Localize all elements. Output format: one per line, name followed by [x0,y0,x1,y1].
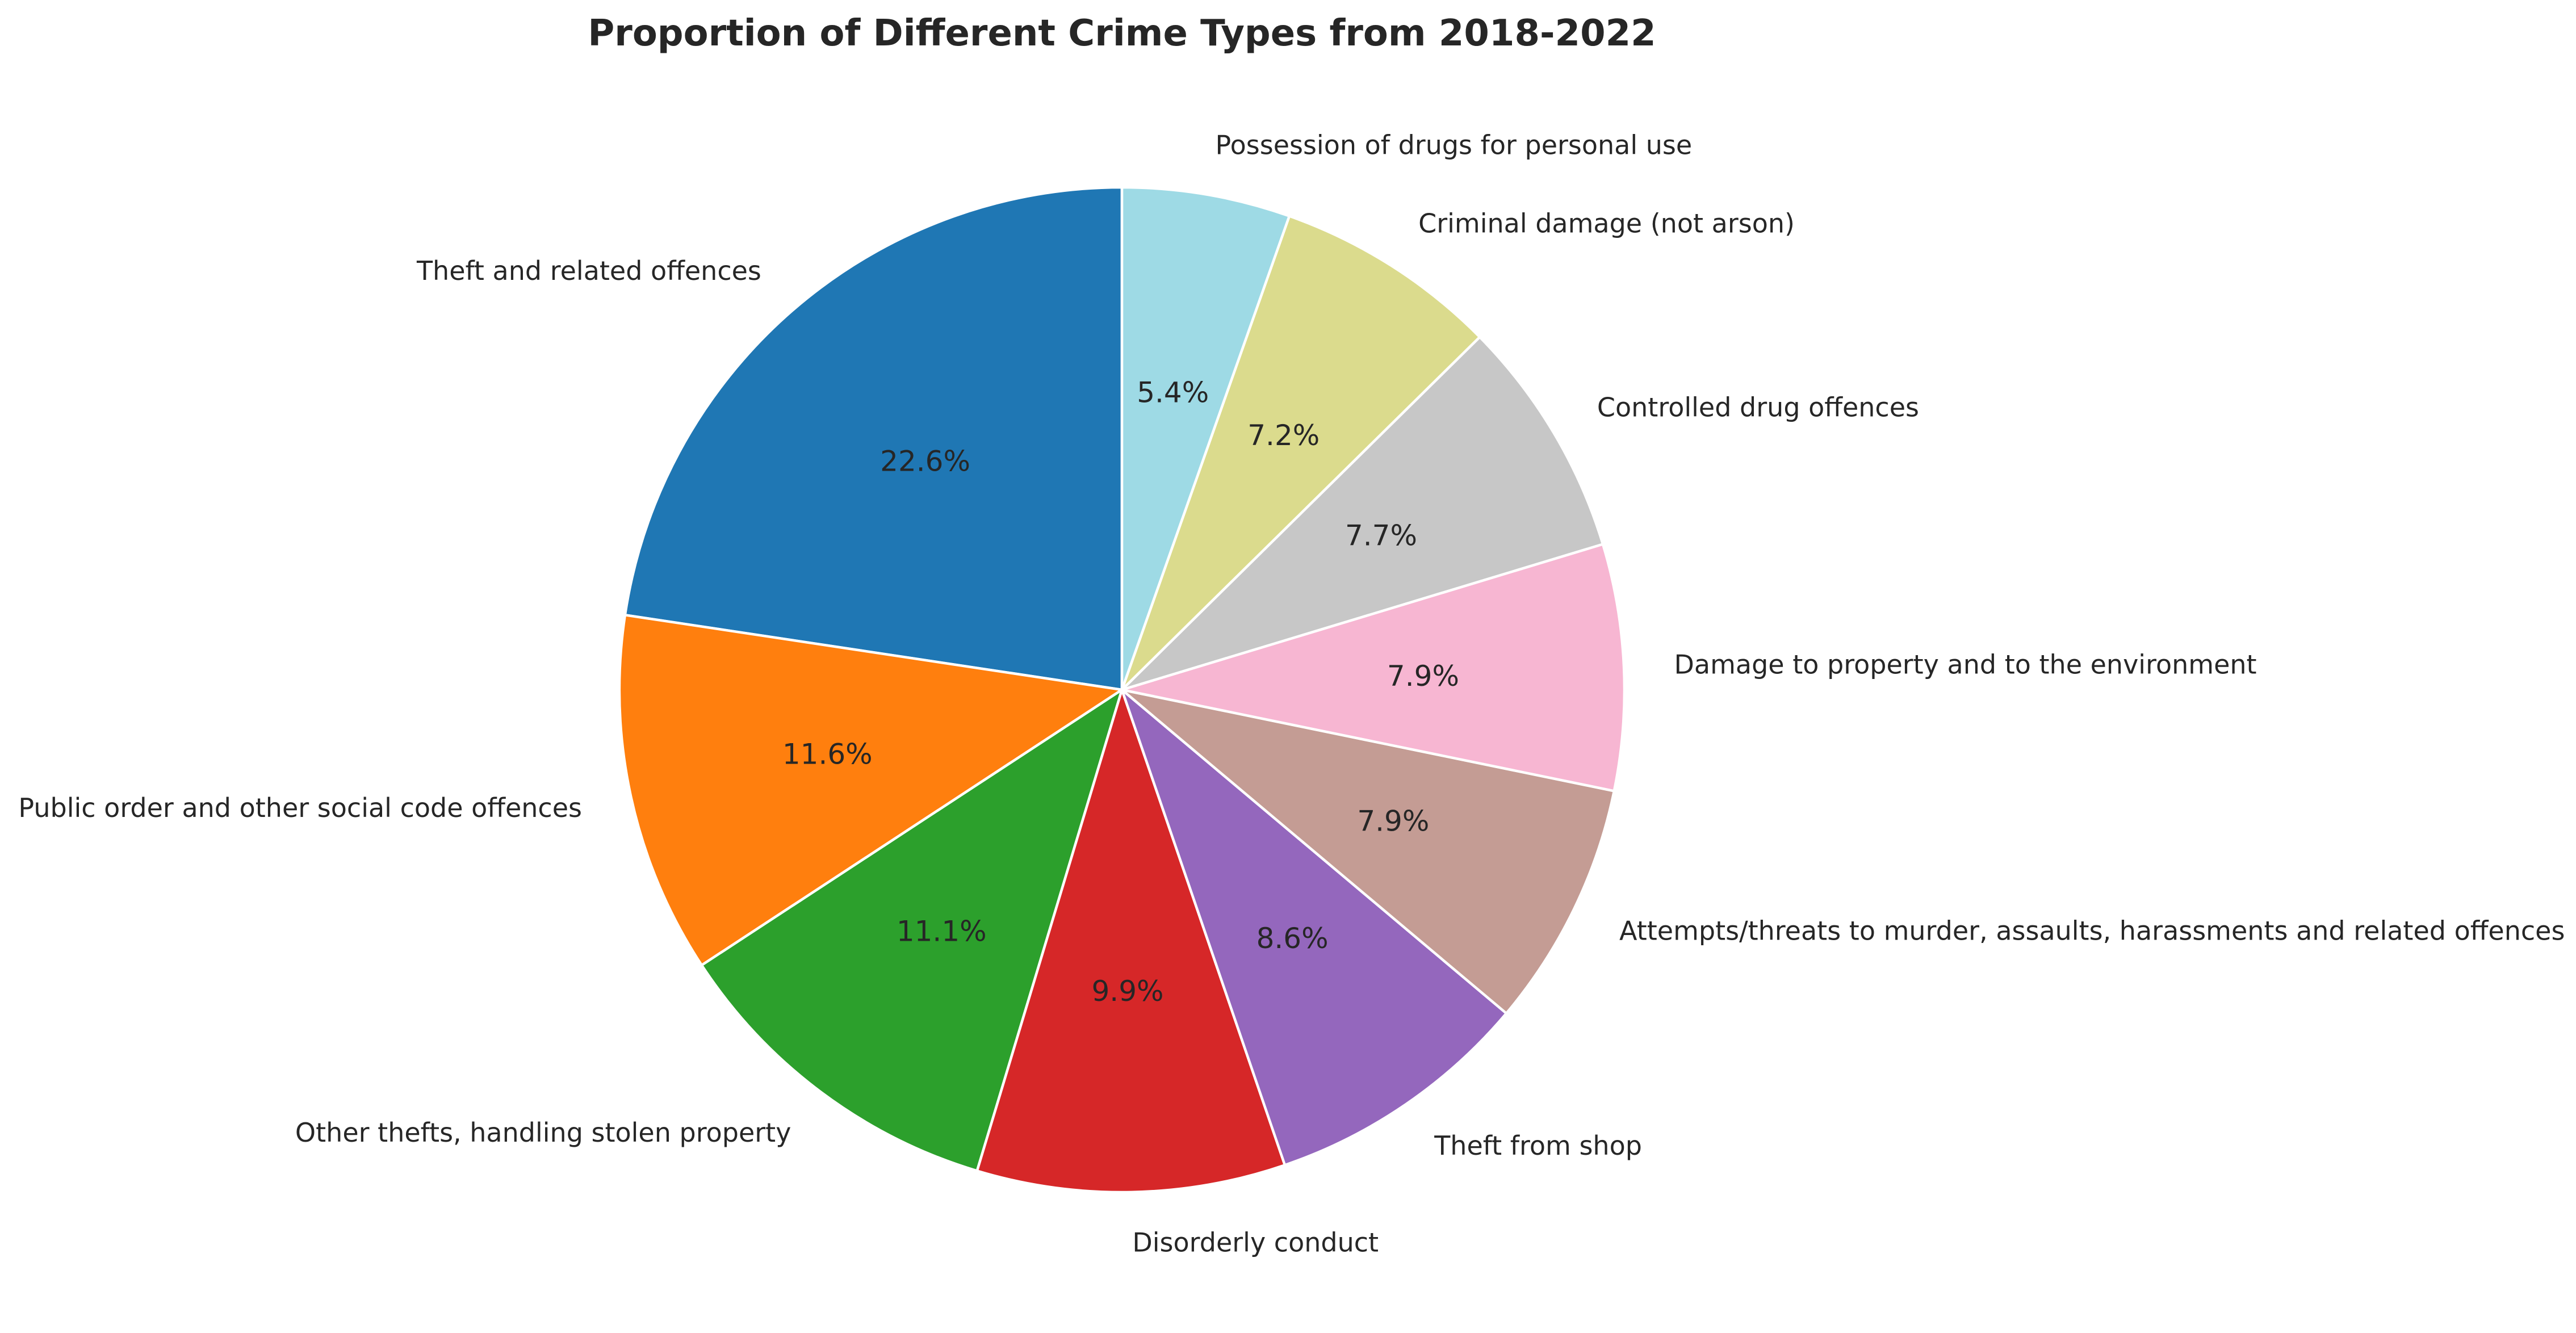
pct-label-theft-from-shop: 8.6% [1256,922,1329,955]
pie-slice-other-thefts-handling-stolen-property [700,688,1124,1172]
pie-slice-theft-and-related-offences [623,186,1124,691]
pie-slice-controlled-drug-offences [1120,336,1605,691]
pie-slice-attempts-threats-to-murder-assaults-harassments-and-related-offences [1120,688,1616,1015]
chart-title: Proportion of Different Crime Types from… [588,12,1656,55]
slice-label-attempts-threats-to-murder-assaults-harassments-and-related-offences: Attempts/threats to murder, assaults, ha… [1619,916,2565,946]
slice-label-controlled-drug-offences: Controlled drug offences [1597,392,1919,423]
slice-label-disorderly-conduct: Disorderly conduct [1132,1227,1379,1257]
pct-label-possession-of-drugs-for-personal-use: 5.4% [1137,376,1209,409]
slice-label-criminal-damage-not-arson: Criminal damage (not arson) [1418,208,1795,238]
slice-label-theft-and-related-offences: Theft and related offences [416,255,761,286]
pct-label-controlled-drug-offences: 7.7% [1345,519,1417,552]
slice-label-other-thefts-handling-stolen-property: Other thefts, handling stolen property [295,1117,791,1148]
pct-label-disorderly-conduct: 9.9% [1092,975,1164,1008]
pct-label-criminal-damage-not-arson: 7.2% [1247,419,1320,452]
pct-label-other-thefts-handling-stolen-property: 11.1% [897,915,987,948]
slice-label-possession-of-drugs-for-personal-use: Possession of drugs for personal use [1216,130,1693,161]
slice-label-public-order-and-other-social-code-offences: Public order and other social code offen… [18,793,582,823]
pct-label-attempts-threats-to-murder-assaults-harassments-and-related-offences: 7.9% [1357,805,1429,838]
slice-label-theft-from-shop: Theft from shop [1434,1130,1642,1161]
pct-label-public-order-and-other-social-code-offences: 11.6% [782,738,873,771]
pie-slice-damage-to-property-and-to-the-environment [1120,543,1626,793]
pie-slice-possession-of-drugs-for-personal-use [1120,186,1291,691]
pie-slices [618,186,1626,1194]
pie-slice-criminal-damage-not-arson [1120,215,1481,691]
category-labels: Theft and related offences Public order a… [18,130,2565,1258]
pie-slice-public-order-and-other-social-code-offences [618,614,1124,967]
percentage-labels: 22.6% 11.6% 11.1% 9.9% 8.6% 7.9% 7.9% 7.7% 7.2% 5… [782,376,1459,1008]
pct-label-damage-to-property-and-to-the-environment: 7.9% [1387,660,1459,693]
pie-slice-theft-from-shop [1120,688,1508,1167]
pct-label-theft-and-related-offences: 22.6% [880,445,970,478]
slice-label-damage-to-property-and-to-the-environment: Damage to property and to the environmen… [1674,649,2256,680]
pie-slice-disorderly-conduct [975,688,1287,1194]
